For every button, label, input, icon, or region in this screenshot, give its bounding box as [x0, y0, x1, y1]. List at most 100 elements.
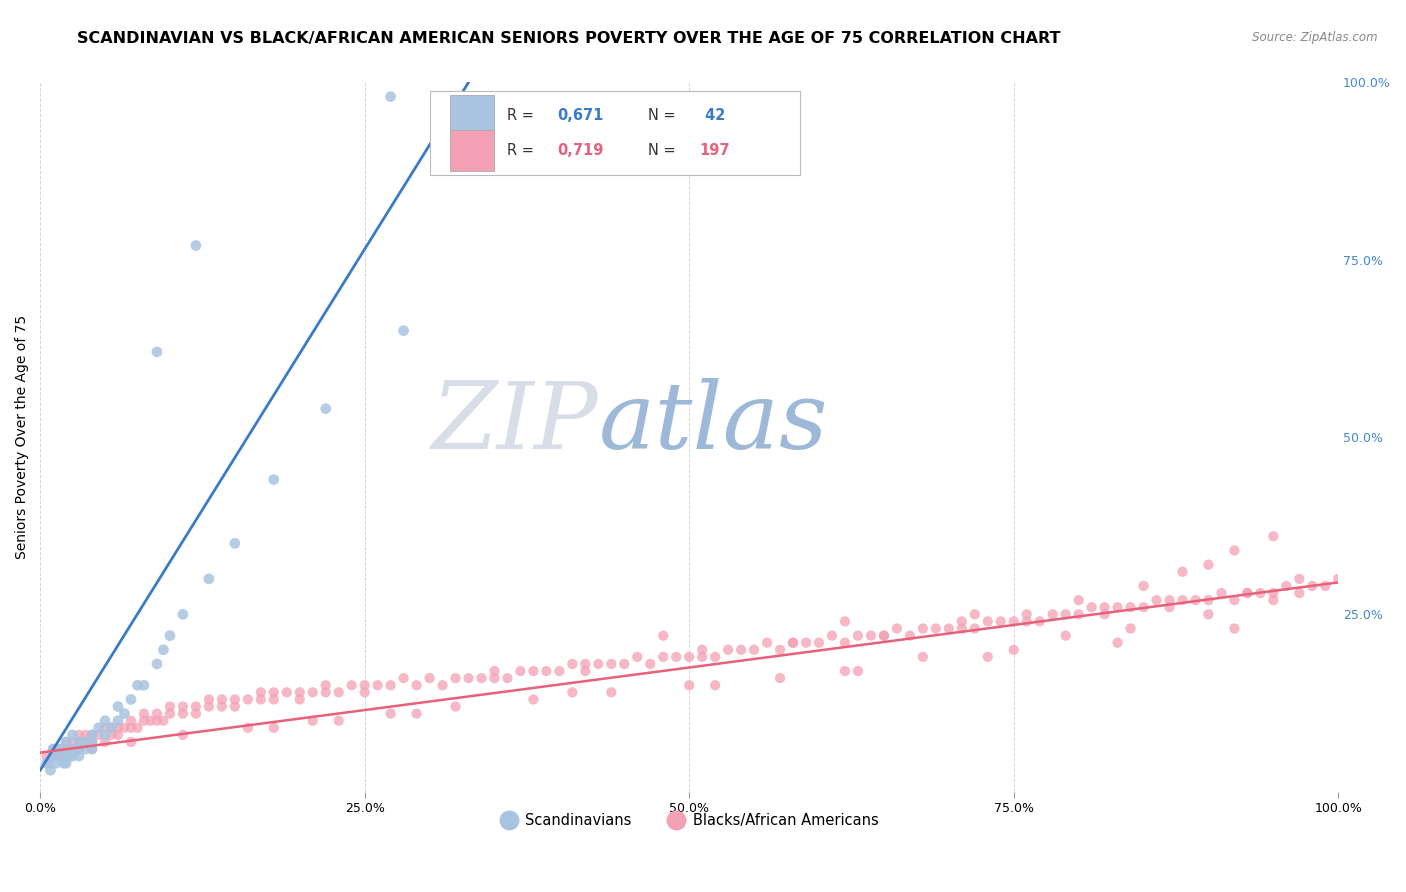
- Point: [561, 657, 583, 671]
- Point: [198, 692, 221, 706]
- Point: [146, 706, 169, 721]
- Point: [782, 636, 804, 650]
- Point: [977, 649, 1000, 664]
- Point: [834, 664, 856, 678]
- Point: [1197, 558, 1219, 572]
- Point: [1263, 593, 1285, 607]
- Text: R =: R =: [508, 143, 538, 158]
- Point: [730, 642, 752, 657]
- Point: [496, 671, 519, 685]
- Point: [263, 473, 285, 487]
- Point: [38, 756, 60, 771]
- Point: [950, 622, 973, 636]
- Point: [107, 714, 129, 728]
- Point: [127, 678, 149, 692]
- Point: [846, 664, 869, 678]
- Point: [665, 649, 688, 664]
- Legend: Scandinavians, Blacks/African Americans: Scandinavians, Blacks/African Americans: [495, 807, 884, 834]
- Point: [859, 629, 882, 643]
- Point: [146, 345, 169, 359]
- Point: [1159, 600, 1181, 615]
- Point: [1054, 629, 1077, 643]
- Point: [1107, 600, 1129, 615]
- Point: [1132, 600, 1154, 615]
- Point: [62, 742, 84, 756]
- Point: [574, 657, 596, 671]
- Point: [678, 678, 700, 692]
- Point: [1211, 586, 1233, 600]
- Point: [42, 742, 65, 756]
- Point: [315, 685, 337, 699]
- Point: [67, 735, 90, 749]
- Point: [120, 721, 142, 735]
- Point: [444, 671, 467, 685]
- Point: [405, 706, 427, 721]
- Text: atlas: atlas: [599, 378, 828, 467]
- Point: [678, 649, 700, 664]
- Point: [139, 714, 162, 728]
- Point: [75, 742, 97, 756]
- Point: [249, 685, 271, 699]
- Point: [821, 629, 844, 643]
- Point: [1067, 593, 1090, 607]
- Point: [1184, 593, 1206, 607]
- Point: [990, 615, 1012, 629]
- Point: [80, 728, 103, 742]
- Point: [925, 622, 948, 636]
- Point: [224, 699, 246, 714]
- Point: [522, 664, 544, 678]
- Point: [536, 664, 558, 678]
- Point: [127, 721, 149, 735]
- Point: [58, 749, 80, 764]
- Point: [80, 735, 103, 749]
- Point: [48, 742, 70, 756]
- Point: [87, 728, 110, 742]
- Point: [484, 664, 506, 678]
- Point: [114, 721, 136, 735]
- Point: [1236, 586, 1258, 600]
- Point: [1171, 593, 1194, 607]
- Point: [211, 692, 233, 706]
- Point: [55, 756, 77, 771]
- Point: [67, 749, 90, 764]
- Point: [392, 324, 415, 338]
- Point: [873, 629, 896, 643]
- Point: [1067, 607, 1090, 622]
- Point: [152, 642, 174, 657]
- FancyBboxPatch shape: [450, 130, 495, 170]
- Point: [55, 735, 77, 749]
- Text: 0,671: 0,671: [557, 108, 603, 123]
- Point: [392, 671, 415, 685]
- Point: [638, 657, 661, 671]
- Point: [107, 699, 129, 714]
- Text: 197: 197: [700, 143, 730, 158]
- Point: [353, 685, 375, 699]
- Point: [52, 742, 75, 756]
- Point: [1015, 607, 1038, 622]
- Point: [315, 678, 337, 692]
- Point: [328, 685, 350, 699]
- Point: [1263, 586, 1285, 600]
- Point: [249, 692, 271, 706]
- Point: [211, 699, 233, 714]
- Point: [911, 622, 934, 636]
- Point: [484, 671, 506, 685]
- Point: [1223, 543, 1246, 558]
- FancyBboxPatch shape: [430, 91, 800, 175]
- Point: [1054, 607, 1077, 622]
- Point: [963, 622, 986, 636]
- Point: [80, 742, 103, 756]
- Point: [55, 749, 77, 764]
- Point: [834, 615, 856, 629]
- Point: [1015, 615, 1038, 629]
- Point: [1002, 642, 1025, 657]
- Point: [794, 636, 817, 650]
- Point: [380, 678, 402, 692]
- Point: [444, 699, 467, 714]
- Point: [132, 714, 155, 728]
- Point: [1028, 615, 1050, 629]
- Point: [67, 742, 90, 756]
- Point: [457, 671, 479, 685]
- Point: [717, 642, 740, 657]
- Point: [1197, 607, 1219, 622]
